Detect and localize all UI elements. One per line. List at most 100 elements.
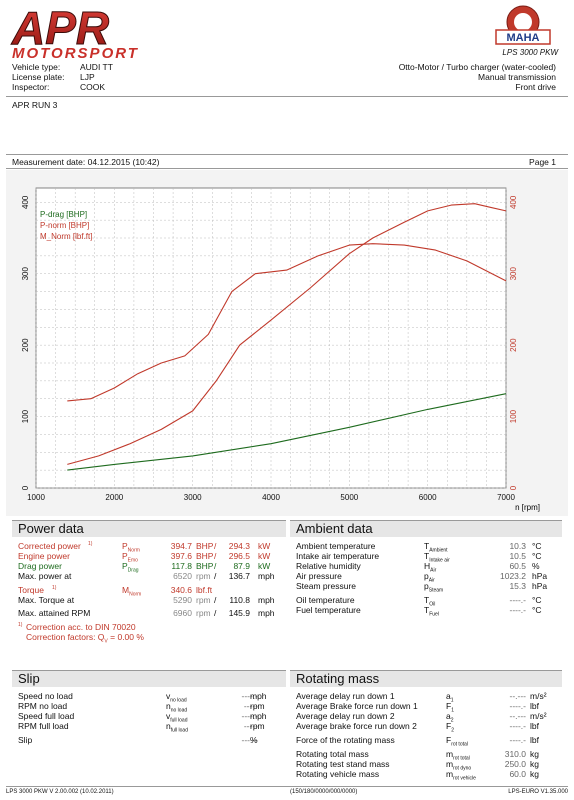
rotating-value: ----.-	[509, 735, 526, 745]
maha-text: MAHA	[507, 32, 540, 44]
ambient-label: Steam pressure	[296, 581, 356, 591]
ambient-label: Fuel temperature	[296, 605, 361, 615]
y-tick-label-right: 100	[509, 409, 518, 423]
chart-axes: 1000 2000 3000 4000 5000 6000 7000 0 0 100 100 200 2…	[21, 195, 518, 502]
rotating-label: Average brake force run down 2	[296, 721, 417, 731]
ambient-label: Oil temperature	[296, 595, 355, 605]
run-label: APR RUN 3	[12, 100, 58, 110]
power-data-title: Power data	[12, 521, 286, 537]
engine-info: Otto-Motor / Turbo charger (water-cooled…	[399, 62, 556, 92]
ambient-label: Ambient temperature	[296, 541, 376, 551]
x-axis-unit: n [rpm]	[515, 503, 540, 512]
ambient-label: Air pressure	[296, 571, 342, 581]
rotating-symbol: F1	[446, 701, 454, 714]
vehicle-type-label: Vehicle type:	[12, 62, 61, 72]
legend-m-norm: M_Norm [lbf.ft]	[40, 232, 92, 241]
rotating-value: 250.0	[504, 759, 526, 769]
series-line-0	[67, 393, 507, 471]
rotating-row: Rotating test stand mass mrot dyno 250.0 kg	[290, 759, 562, 772]
rotating-unit: lbf	[530, 701, 539, 711]
rotating-symbol: mrot total	[446, 749, 470, 762]
rotating-value: 310.0	[504, 749, 526, 759]
maha-logo: MAHA	[488, 4, 558, 58]
rotating-symbol: mrot vehicle	[446, 769, 476, 782]
slip-row: Speed no load vno load ----.- mph	[12, 691, 286, 704]
x-tick-label: 6000	[419, 493, 437, 502]
drag-power-kw: 87.9	[233, 561, 250, 571]
y-tick-label-right: 300	[509, 266, 518, 280]
y-tick-label-left: 0	[21, 485, 30, 490]
footer-euro: LPS-EURO V1.35.000	[508, 789, 568, 795]
slip-value: -----	[243, 701, 258, 711]
chart-grid	[35, 187, 507, 489]
ambient-value: 10.5	[509, 551, 526, 561]
ambient-unit: °C	[532, 595, 542, 605]
slip-symbol: nno load	[166, 701, 188, 714]
max-torque-speed-unit: mph	[258, 595, 275, 605]
max-power-rpm: 6520	[173, 571, 192, 581]
rotating-unit: kg	[530, 749, 539, 759]
ambient-value: 10.3	[509, 541, 526, 551]
ambient-unit: °C	[532, 541, 542, 551]
x-tick-label: 2000	[105, 493, 123, 502]
corrected-power-label: Corrected power	[18, 541, 81, 551]
logo-main-text: APR	[11, 4, 109, 54]
ambient-symbol: HAir	[424, 561, 437, 574]
transmission: Manual transmission	[478, 72, 556, 82]
max-power-speed: 136.7	[228, 571, 250, 581]
ambient-symbol: TFuel	[424, 605, 439, 618]
max-power-speed-unit: mph	[258, 571, 275, 581]
rotating-mass-panel: Rotating mass Average delay run down 1 a1…	[290, 670, 562, 782]
corrected-power-kw: 294.3	[228, 541, 250, 551]
page-number: Page 1	[529, 157, 556, 167]
slip-row: RPM no load nno load ----- rpm	[12, 701, 286, 714]
divider	[6, 786, 568, 787]
slip-label: RPM full load	[18, 721, 69, 731]
slip-value: ----.-	[241, 691, 258, 701]
ambient-unit: hPa	[532, 581, 548, 591]
corrected-power-symbol: PNorm	[122, 541, 140, 554]
ambient-row: Ambient temperature TAmbient 10.3 °C	[290, 541, 562, 554]
divider	[6, 96, 568, 97]
ambient-value: 1023.2	[500, 571, 526, 581]
legend-p-drag: P-drag [BHP]	[40, 210, 87, 219]
engine-power-kw: 296.5	[228, 551, 250, 561]
max-torque-row: Max. Torque at 5290 rpm / 110.8 mph	[18, 595, 275, 605]
rotating-unit: kg	[530, 769, 539, 779]
license-plate-value: LJP	[80, 72, 95, 82]
max-rpm-label: Max. attained RPM	[18, 608, 91, 618]
rotating-row: Average delay run down 2 a2 --.--- m/s²	[290, 711, 562, 724]
license-plate-label: License plate:	[12, 72, 65, 82]
max-torque-rpm: 5290	[173, 595, 192, 605]
ambient-label: Intake air temperature	[296, 551, 380, 561]
y-tick-label-left: 200	[21, 338, 30, 352]
max-rpm-speed: 145.9	[228, 608, 250, 618]
rotating-unit: kg	[530, 759, 539, 769]
correction-din: Correction acc. to DIN 70020	[26, 622, 136, 632]
rotating-value: ----.-	[509, 721, 526, 731]
max-rpm-speed-unit: mph	[258, 608, 275, 618]
inspector-label: Inspector:	[12, 82, 50, 92]
torque-label: Torque	[18, 585, 44, 595]
series-line-2	[67, 243, 507, 402]
rotating-symbol: Frot total	[446, 735, 468, 748]
rotating-label: Average delay run down 2	[296, 711, 395, 721]
rotating-label: Average Brake force run down 1	[296, 701, 418, 711]
vehicle-info: Vehicle type: AUDI TT License plate: LJP I…	[12, 62, 212, 92]
engine-power-label: Engine power	[18, 551, 70, 561]
slip-title: Slip	[12, 671, 286, 687]
rotating-label: Rotating vehicle mass	[296, 769, 380, 779]
ambient-value: 60.5	[509, 561, 526, 571]
rotating-value: 60.0	[509, 769, 526, 779]
max-power-at-label: Max. power at	[18, 571, 72, 581]
drag-power-symbol: PDrag	[122, 561, 139, 574]
rotating-unit: m/s²	[530, 691, 547, 701]
y-tick-label-right: 200	[509, 338, 518, 352]
rotating-mass-title: Rotating mass	[290, 671, 562, 687]
ambient-row: Relative humidity HAir 60.5%	[290, 561, 562, 574]
series-line-1	[67, 203, 507, 465]
correction-note: 1) Correction acc. to DIN 70020	[18, 622, 136, 632]
x-tick-label: 5000	[340, 493, 358, 502]
slip-value: ----.-	[241, 711, 258, 721]
slip-symbol: nfull load	[166, 721, 188, 734]
